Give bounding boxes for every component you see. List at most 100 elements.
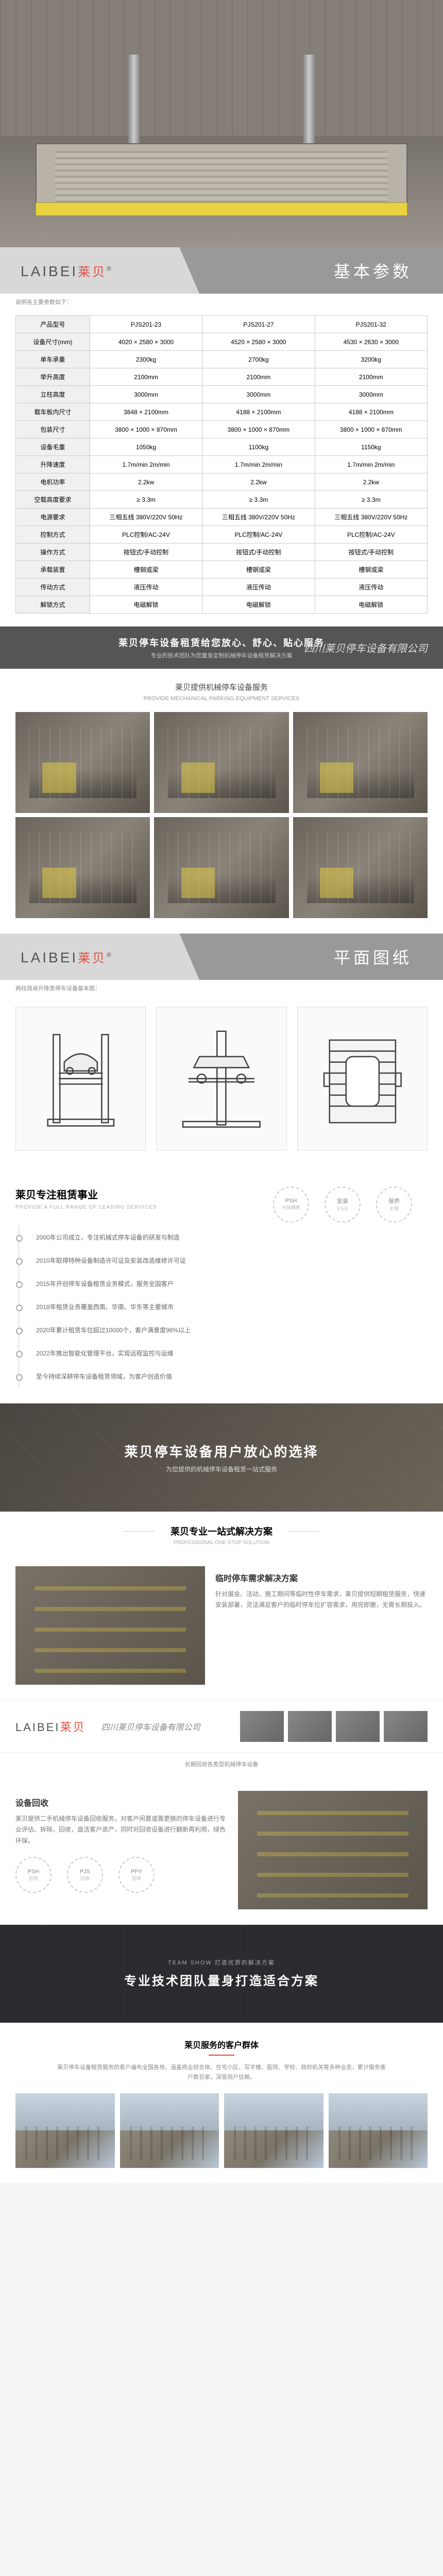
choice-banner: 莱贝停车设备用户放心的选择 为您提供的机械停车设备租赁一站式服务 bbox=[0, 1403, 443, 1512]
customers-grid bbox=[15, 2093, 428, 2167]
recycle-circles: PSH回收 PJS回收 PPY回收 bbox=[15, 1857, 228, 1893]
team-title: 专业技术团队量身打造适合方案 bbox=[124, 1971, 319, 1989]
info-circle: PSH回收 bbox=[15, 1857, 52, 1893]
section-banner-spec: LAIBEI莱贝® 基本参数 bbox=[0, 247, 443, 294]
hero-product-image bbox=[0, 0, 443, 247]
spec-cell: 3000mm bbox=[202, 386, 315, 403]
brand-logo: LAIBEI莱贝 bbox=[15, 1718, 86, 1735]
spec-row: 设备尺寸(mm)4020 × 2580 × 30004520 × 2580 × … bbox=[16, 333, 428, 351]
recycle-note: 长期回收各类型机械停车设备 bbox=[0, 1753, 443, 1775]
spec-cell: 2.2kw bbox=[90, 473, 202, 491]
info-circle: PSH升降横移 bbox=[273, 1187, 309, 1223]
spec-cell: 4520 × 2580 × 3000 bbox=[202, 333, 315, 351]
solution-row: 临时停车需求解决方案 针对展会、活动、施工期间等临时性停车需求，莱贝提供短期租赁… bbox=[0, 1551, 443, 1700]
spec-cell: 1.7m/min 2m/min bbox=[202, 456, 315, 473]
spec-cell: ≥ 3.3m bbox=[315, 491, 427, 509]
spec-cell: ≥ 3.3m bbox=[202, 491, 315, 509]
company-strip: 莱贝停车设备租赁给您放心、舒心、贴心服务 专业的技术团队为您量身定制机械停车设备… bbox=[0, 626, 443, 669]
spec-cell: 4188 × 2100mm bbox=[202, 403, 315, 421]
spec-cell: 按钮式/手动控制 bbox=[315, 544, 427, 561]
spec-cell: 电磁解锁 bbox=[202, 596, 315, 614]
spec-cell: 4020 × 2580 × 3000 bbox=[90, 333, 202, 351]
team-banner: TEAM SHOW 打造优质的解决方案 专业技术团队量身打造适合方案 bbox=[0, 1925, 443, 2023]
spec-cell: 立柱高度 bbox=[16, 386, 90, 403]
thumb-image bbox=[288, 1711, 332, 1742]
spec-row: 承载装置槽钢或梁槽钢或梁槽钢或梁 bbox=[16, 561, 428, 579]
timeline-circles: PSH升降横移安装3-5天保养定期 bbox=[273, 1187, 412, 1223]
spec-header-cell: PJS201-32 bbox=[315, 316, 427, 333]
spec-cell: ≥ 3.3m bbox=[90, 491, 202, 509]
service-photo bbox=[154, 712, 288, 813]
spec-cell: 操作方式 bbox=[16, 544, 90, 561]
spec-cell: 承载装置 bbox=[16, 561, 90, 579]
info-circle: PPY回收 bbox=[118, 1857, 155, 1893]
spec-cell: 3000mm bbox=[315, 386, 427, 403]
info-circle: 保养定期 bbox=[376, 1187, 412, 1223]
drawing-top bbox=[297, 1007, 428, 1150]
spec-cell: 3800 × 1000 × 870mm bbox=[90, 421, 202, 438]
timeline-item: 2000年公司成立，专注机械式停车设备的研发与制造 bbox=[26, 1226, 428, 1249]
spec-cell: 载车板内尺寸 bbox=[16, 403, 90, 421]
spec-cell: 液压传动 bbox=[315, 579, 427, 596]
spec-row: 包装尺寸3800 × 1000 × 870mm3800 × 1000 × 870… bbox=[16, 421, 428, 438]
spec-cell: 三相五线 380V/220V 50Hz bbox=[90, 509, 202, 526]
spec-note: 说明各主要参数如下： bbox=[0, 294, 443, 310]
service-sub: PROVIDE MECHANICAL PARKING EQUIPMENT SER… bbox=[0, 696, 443, 712]
drawing-front bbox=[15, 1007, 146, 1150]
spec-cell: 3200kg bbox=[315, 351, 427, 368]
spec-cell: 按钮式/手动控制 bbox=[202, 544, 315, 561]
spec-cell: 4188 × 2100mm bbox=[315, 403, 427, 421]
timeline-item: 2018年租赁业务覆盖西南、华南、华东等主要城市 bbox=[26, 1295, 428, 1318]
customer-image bbox=[224, 2093, 323, 2167]
spec-cell: PLC控制/AC-24V bbox=[315, 526, 427, 544]
brand-row: LAIBEI莱贝 四川莱贝停车设备有限公司 bbox=[0, 1700, 443, 1753]
drawings-grid bbox=[0, 996, 443, 1171]
timeline-item: 2015年开创停车设备租赁业务模式，服务全国客户 bbox=[26, 1272, 428, 1295]
service-photo bbox=[293, 712, 428, 813]
spec-row: 单车承重2300kg2700kg3200kg bbox=[16, 351, 428, 368]
spec-row: 解锁方式电磁解锁电磁解锁电磁解锁 bbox=[16, 596, 428, 614]
divider-accent bbox=[209, 2055, 234, 2056]
brand-script: 四川莱贝停车设备有限公司 bbox=[101, 1720, 200, 1733]
info-circle: 安装3-5天 bbox=[325, 1187, 361, 1223]
thumb-image bbox=[240, 1711, 284, 1742]
section-title-drawing: 平面图纸 bbox=[334, 945, 412, 969]
company-script: 四川莱贝停车设备有限公司 bbox=[304, 640, 428, 655]
timeline-item: 2010年取得特种设备制造许可证及安装改造维修许可证 bbox=[26, 1249, 428, 1272]
spec-cell: PLC控制/AC-24V bbox=[90, 526, 202, 544]
solution-image bbox=[238, 1791, 428, 1909]
spec-cell: 3848 × 2100mm bbox=[90, 403, 202, 421]
spec-cell: 槽钢或梁 bbox=[315, 561, 427, 579]
spec-cell: 电机功率 bbox=[16, 473, 90, 491]
thumb-row bbox=[240, 1711, 428, 1742]
spec-cell: 1100kg bbox=[202, 438, 315, 456]
spec-cell: 2100mm bbox=[90, 368, 202, 386]
service-photo bbox=[15, 817, 150, 918]
customer-image bbox=[15, 2093, 115, 2167]
spec-cell: 槽钢或梁 bbox=[90, 561, 202, 579]
solution-desc: 莱贝提供二手机械停车设备回收服务，对客户闲置或需更换的停车设备进行专业评估、拆除… bbox=[15, 1814, 228, 1847]
timeline-item: 2022年推出智能化管理平台，实现远程监控与运维 bbox=[26, 1342, 428, 1365]
spec-cell: 设备尺寸(mm) bbox=[16, 333, 90, 351]
spec-cell: 举升高度 bbox=[16, 368, 90, 386]
service-photo bbox=[293, 817, 428, 918]
choice-sub: 为您提供的机械停车设备租赁一站式服务 bbox=[166, 1465, 277, 1473]
spec-cell: 传动方式 bbox=[16, 579, 90, 596]
info-circle: PJS回收 bbox=[67, 1857, 103, 1893]
solution-row-recycle: 设备回收 莱贝提供二手机械停车设备回收服务，对客户闲置或需更换的停车设备进行专业… bbox=[0, 1775, 443, 1925]
service-photo bbox=[15, 712, 150, 813]
team-en: TEAM SHOW 打造优质的解决方案 bbox=[168, 1958, 275, 1967]
spec-row: 控制方式PLC控制/AC-24VPLC控制/AC-24VPLC控制/AC-24V bbox=[16, 526, 428, 544]
solution-header: 莱贝专业一站式解决方案 PROFESSIONAL ONE-STOP SOLUTI… bbox=[0, 1512, 443, 1551]
spec-cell: 按钮式/手动控制 bbox=[90, 544, 202, 561]
spec-row: 举升高度2100mm2100mm2100mm bbox=[16, 368, 428, 386]
spec-cell: 2700kg bbox=[202, 351, 315, 368]
spec-row: 传动方式液压传动液压传动液压传动 bbox=[16, 579, 428, 596]
customers-title: 莱贝服务的客户群体 bbox=[15, 2038, 428, 2050]
customer-image bbox=[329, 2093, 428, 2167]
solution-title: 设备回收 bbox=[15, 1796, 228, 1808]
drawing-side bbox=[156, 1007, 286, 1150]
spec-cell: 2.2kw bbox=[315, 473, 427, 491]
spec-cell: 2100mm bbox=[315, 368, 427, 386]
spec-cell: 电源要求 bbox=[16, 509, 90, 526]
